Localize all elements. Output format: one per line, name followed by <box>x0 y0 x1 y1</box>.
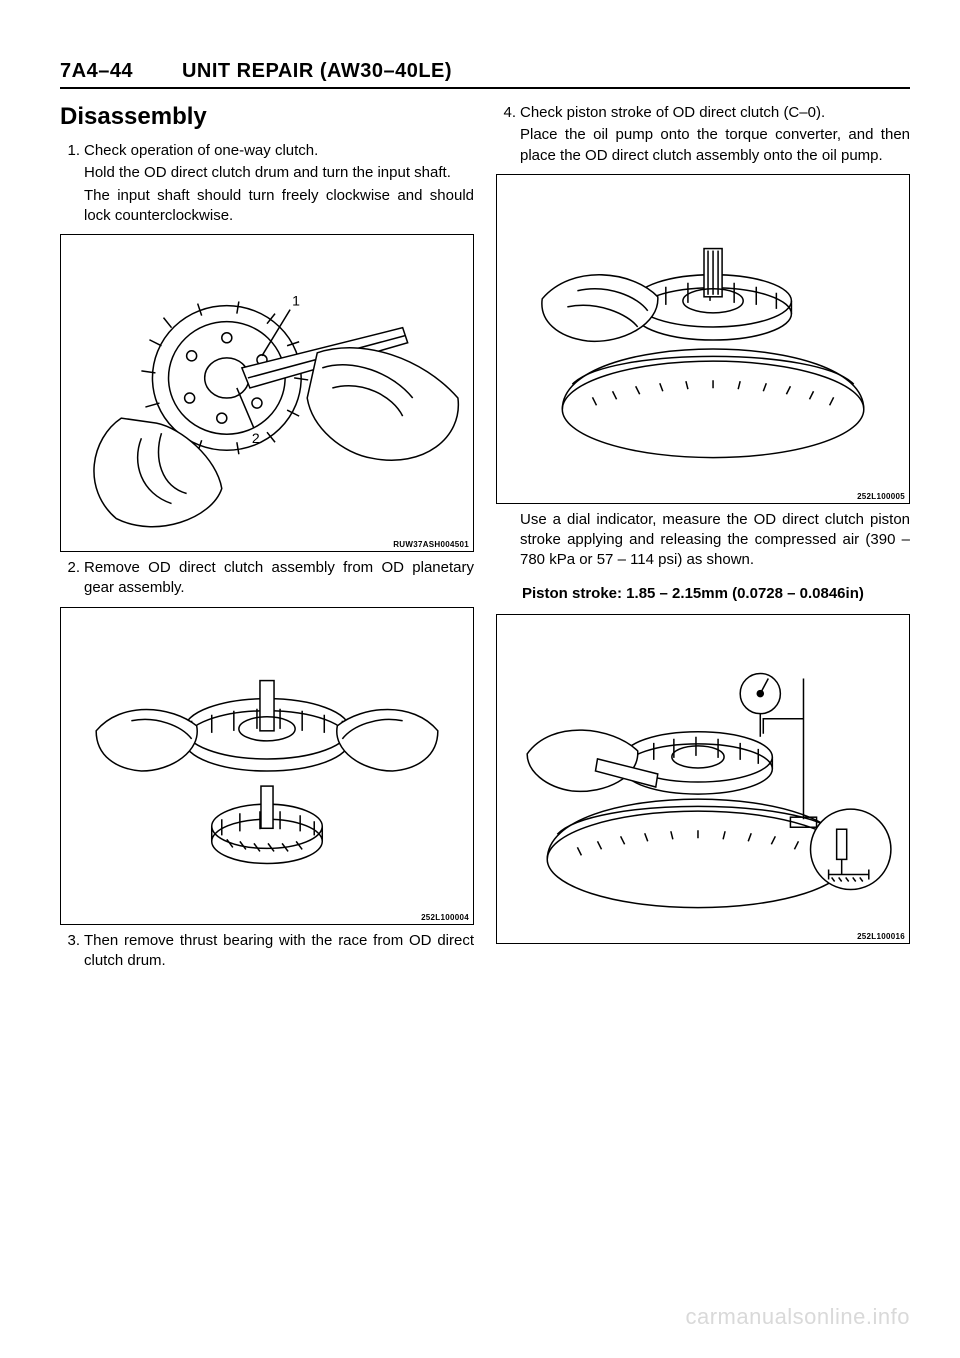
figure-caption: 252L100016 <box>857 932 905 941</box>
page-header: 7A4–44 UNIT REPAIR (AW30–40LE) <box>60 60 910 89</box>
step-text: Hold the OD direct clutch drum and turn … <box>84 163 474 183</box>
figure-caption: RUW37ASH004501 <box>393 540 469 549</box>
step-text: Then remove thrust bearing with the race… <box>84 931 474 972</box>
left-column: Disassembly 1. Check operation of one-wa… <box>60 103 474 977</box>
callout-2: 2 <box>252 430 260 446</box>
figure-2: 252L100004 <box>60 607 474 925</box>
step-1: 1. Check operation of one-way clutch. Ho… <box>60 141 474 228</box>
figure-3-svg <box>497 175 909 503</box>
step-number: 2. <box>60 558 84 601</box>
step-2: 2. Remove OD direct clutch assembly from… <box>60 558 474 601</box>
step-number <box>496 510 520 573</box>
figure-1: 1 2 RUW37ASH004501 <box>60 234 474 552</box>
step-text: Use a dial indicator, measure the OD dir… <box>520 510 910 571</box>
section-title: Disassembly <box>60 103 474 131</box>
content-columns: Disassembly 1. Check operation of one-wa… <box>60 103 910 977</box>
step-body: Check piston stroke of OD direct clutch … <box>520 103 910 168</box>
step-number: 3. <box>60 931 84 974</box>
figure-caption: 252L100004 <box>421 913 469 922</box>
step-number: 4. <box>496 103 520 168</box>
figure-2-svg <box>61 608 473 924</box>
page: 7A4–44 UNIT REPAIR (AW30–40LE) Disassemb… <box>0 0 960 1358</box>
figure-4: 252L100016 <box>496 614 910 944</box>
spec-line: Piston stroke: 1.85 – 2.15mm (0.0728 – 0… <box>522 585 910 602</box>
watermark: carmanualsonline.info <box>685 1304 910 1330</box>
step-3: 3. Then remove thrust bearing with the r… <box>60 931 474 974</box>
figure-4-svg <box>497 615 909 943</box>
step-number: 1. <box>60 141 84 228</box>
right-column: 4. Check piston stroke of OD direct clut… <box>496 103 910 977</box>
page-ref: 7A4–44 <box>60 60 133 82</box>
step-text: Check piston stroke of OD direct clutch … <box>520 103 910 123</box>
step-body: Remove OD direct clutch assembly from OD… <box>84 558 474 601</box>
step-body: Use a dial indicator, measure the OD dir… <box>520 510 910 573</box>
callout-1: 1 <box>292 293 300 309</box>
step-body: Check operation of one-way clutch. Hold … <box>84 141 474 228</box>
step-4: 4. Check piston stroke of OD direct clut… <box>496 103 910 168</box>
figure-3: 252L100005 <box>496 174 910 504</box>
step-4b: Use a dial indicator, measure the OD dir… <box>496 510 910 573</box>
figure-1-svg: 1 2 <box>61 235 473 551</box>
step-body: Then remove thrust bearing with the race… <box>84 931 474 974</box>
step-text: The input shaft should turn freely clock… <box>84 186 474 227</box>
step-text: Check operation of one-way clutch. <box>84 141 474 161</box>
step-text: Place the oil pump onto the torque conve… <box>520 125 910 166</box>
header-title: UNIT REPAIR (AW30–40LE) <box>182 60 452 82</box>
step-text: Remove OD direct clutch assembly from OD… <box>84 558 474 599</box>
figure-caption: 252L100005 <box>857 492 905 501</box>
